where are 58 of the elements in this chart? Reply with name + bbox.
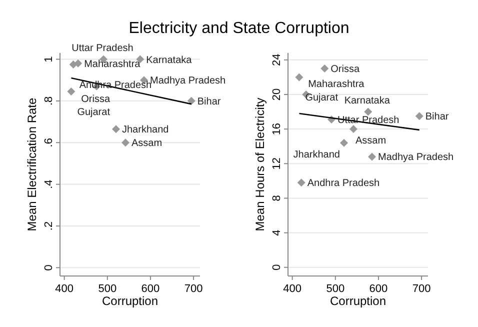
annotation: Orissa bbox=[81, 94, 110, 105]
annotation: Madhya Pradesh bbox=[378, 152, 454, 164]
x-tick-label: 400 bbox=[283, 283, 302, 295]
point bbox=[187, 96, 196, 105]
x-tick-label: 700 bbox=[184, 283, 203, 295]
y-tick-label: 4 bbox=[271, 230, 283, 236]
x-tick-label: 600 bbox=[369, 283, 388, 295]
y-tick-label: 8 bbox=[271, 195, 283, 202]
y-tick-label: 0 bbox=[43, 264, 55, 271]
annotation: Andhra Pradesh bbox=[79, 80, 152, 91]
annotation: Uttar Pradesh bbox=[72, 42, 134, 54]
annotation: Jharkhand bbox=[122, 124, 169, 136]
y-tick-label: 1 bbox=[43, 56, 55, 62]
point bbox=[415, 112, 424, 120]
point bbox=[340, 138, 348, 147]
y-axis-title: Mean Electrification Rate bbox=[25, 97, 39, 232]
y-tick-label: 20 bbox=[271, 88, 283, 101]
annotation: Assam bbox=[355, 136, 386, 147]
point bbox=[112, 125, 120, 134]
point bbox=[74, 59, 82, 68]
y-tick-label: 0 bbox=[271, 264, 283, 270]
annotation: Jharkhand bbox=[293, 149, 340, 160]
point bbox=[297, 178, 306, 187]
annotation: Karnataka bbox=[344, 95, 390, 106]
y-tick-label: 24 bbox=[271, 54, 283, 66]
annotation: Karnataka bbox=[146, 54, 192, 66]
x-axis-title: Corruption bbox=[102, 294, 158, 308]
x-axis-title: Corruption bbox=[330, 294, 386, 308]
point bbox=[349, 125, 358, 134]
point bbox=[67, 88, 76, 96]
y-axis-title: Mean Hours of Electricity bbox=[253, 98, 267, 232]
point bbox=[121, 138, 130, 147]
x-tick-label: 400 bbox=[55, 283, 74, 295]
annotation: Bihar bbox=[197, 96, 222, 108]
annotation: Orissa bbox=[330, 64, 360, 76]
x-tick-label: 500 bbox=[98, 283, 117, 295]
y-tick-label: .8 bbox=[43, 96, 55, 106]
text: Electricity and State Corruption bbox=[128, 20, 350, 37]
x-tick-label: 700 bbox=[412, 283, 431, 295]
annotation: Maharashtra bbox=[84, 58, 141, 70]
annotation: Maharashtra bbox=[308, 78, 365, 90]
annotation: Gujarat bbox=[305, 92, 338, 104]
x-tick-label: 500 bbox=[326, 283, 345, 295]
point bbox=[295, 73, 304, 82]
point bbox=[364, 108, 372, 116]
annotation: Bihar bbox=[425, 112, 450, 123]
annotation: Andhra Pradesh bbox=[307, 178, 380, 190]
y-tick-label: .6 bbox=[43, 138, 55, 148]
y-tick-label: 16 bbox=[271, 122, 283, 136]
y-tick-label: 12 bbox=[271, 158, 283, 170]
point bbox=[320, 64, 329, 73]
y-tick-label: .4 bbox=[43, 180, 55, 189]
x-tick-label: 600 bbox=[141, 283, 160, 295]
y-tick-label: .2 bbox=[43, 221, 55, 231]
annotation: Gujarat bbox=[77, 107, 110, 118]
annotation: Madhya Pradesh bbox=[150, 76, 226, 87]
point bbox=[368, 152, 376, 161]
annotation: Assam bbox=[131, 138, 162, 150]
